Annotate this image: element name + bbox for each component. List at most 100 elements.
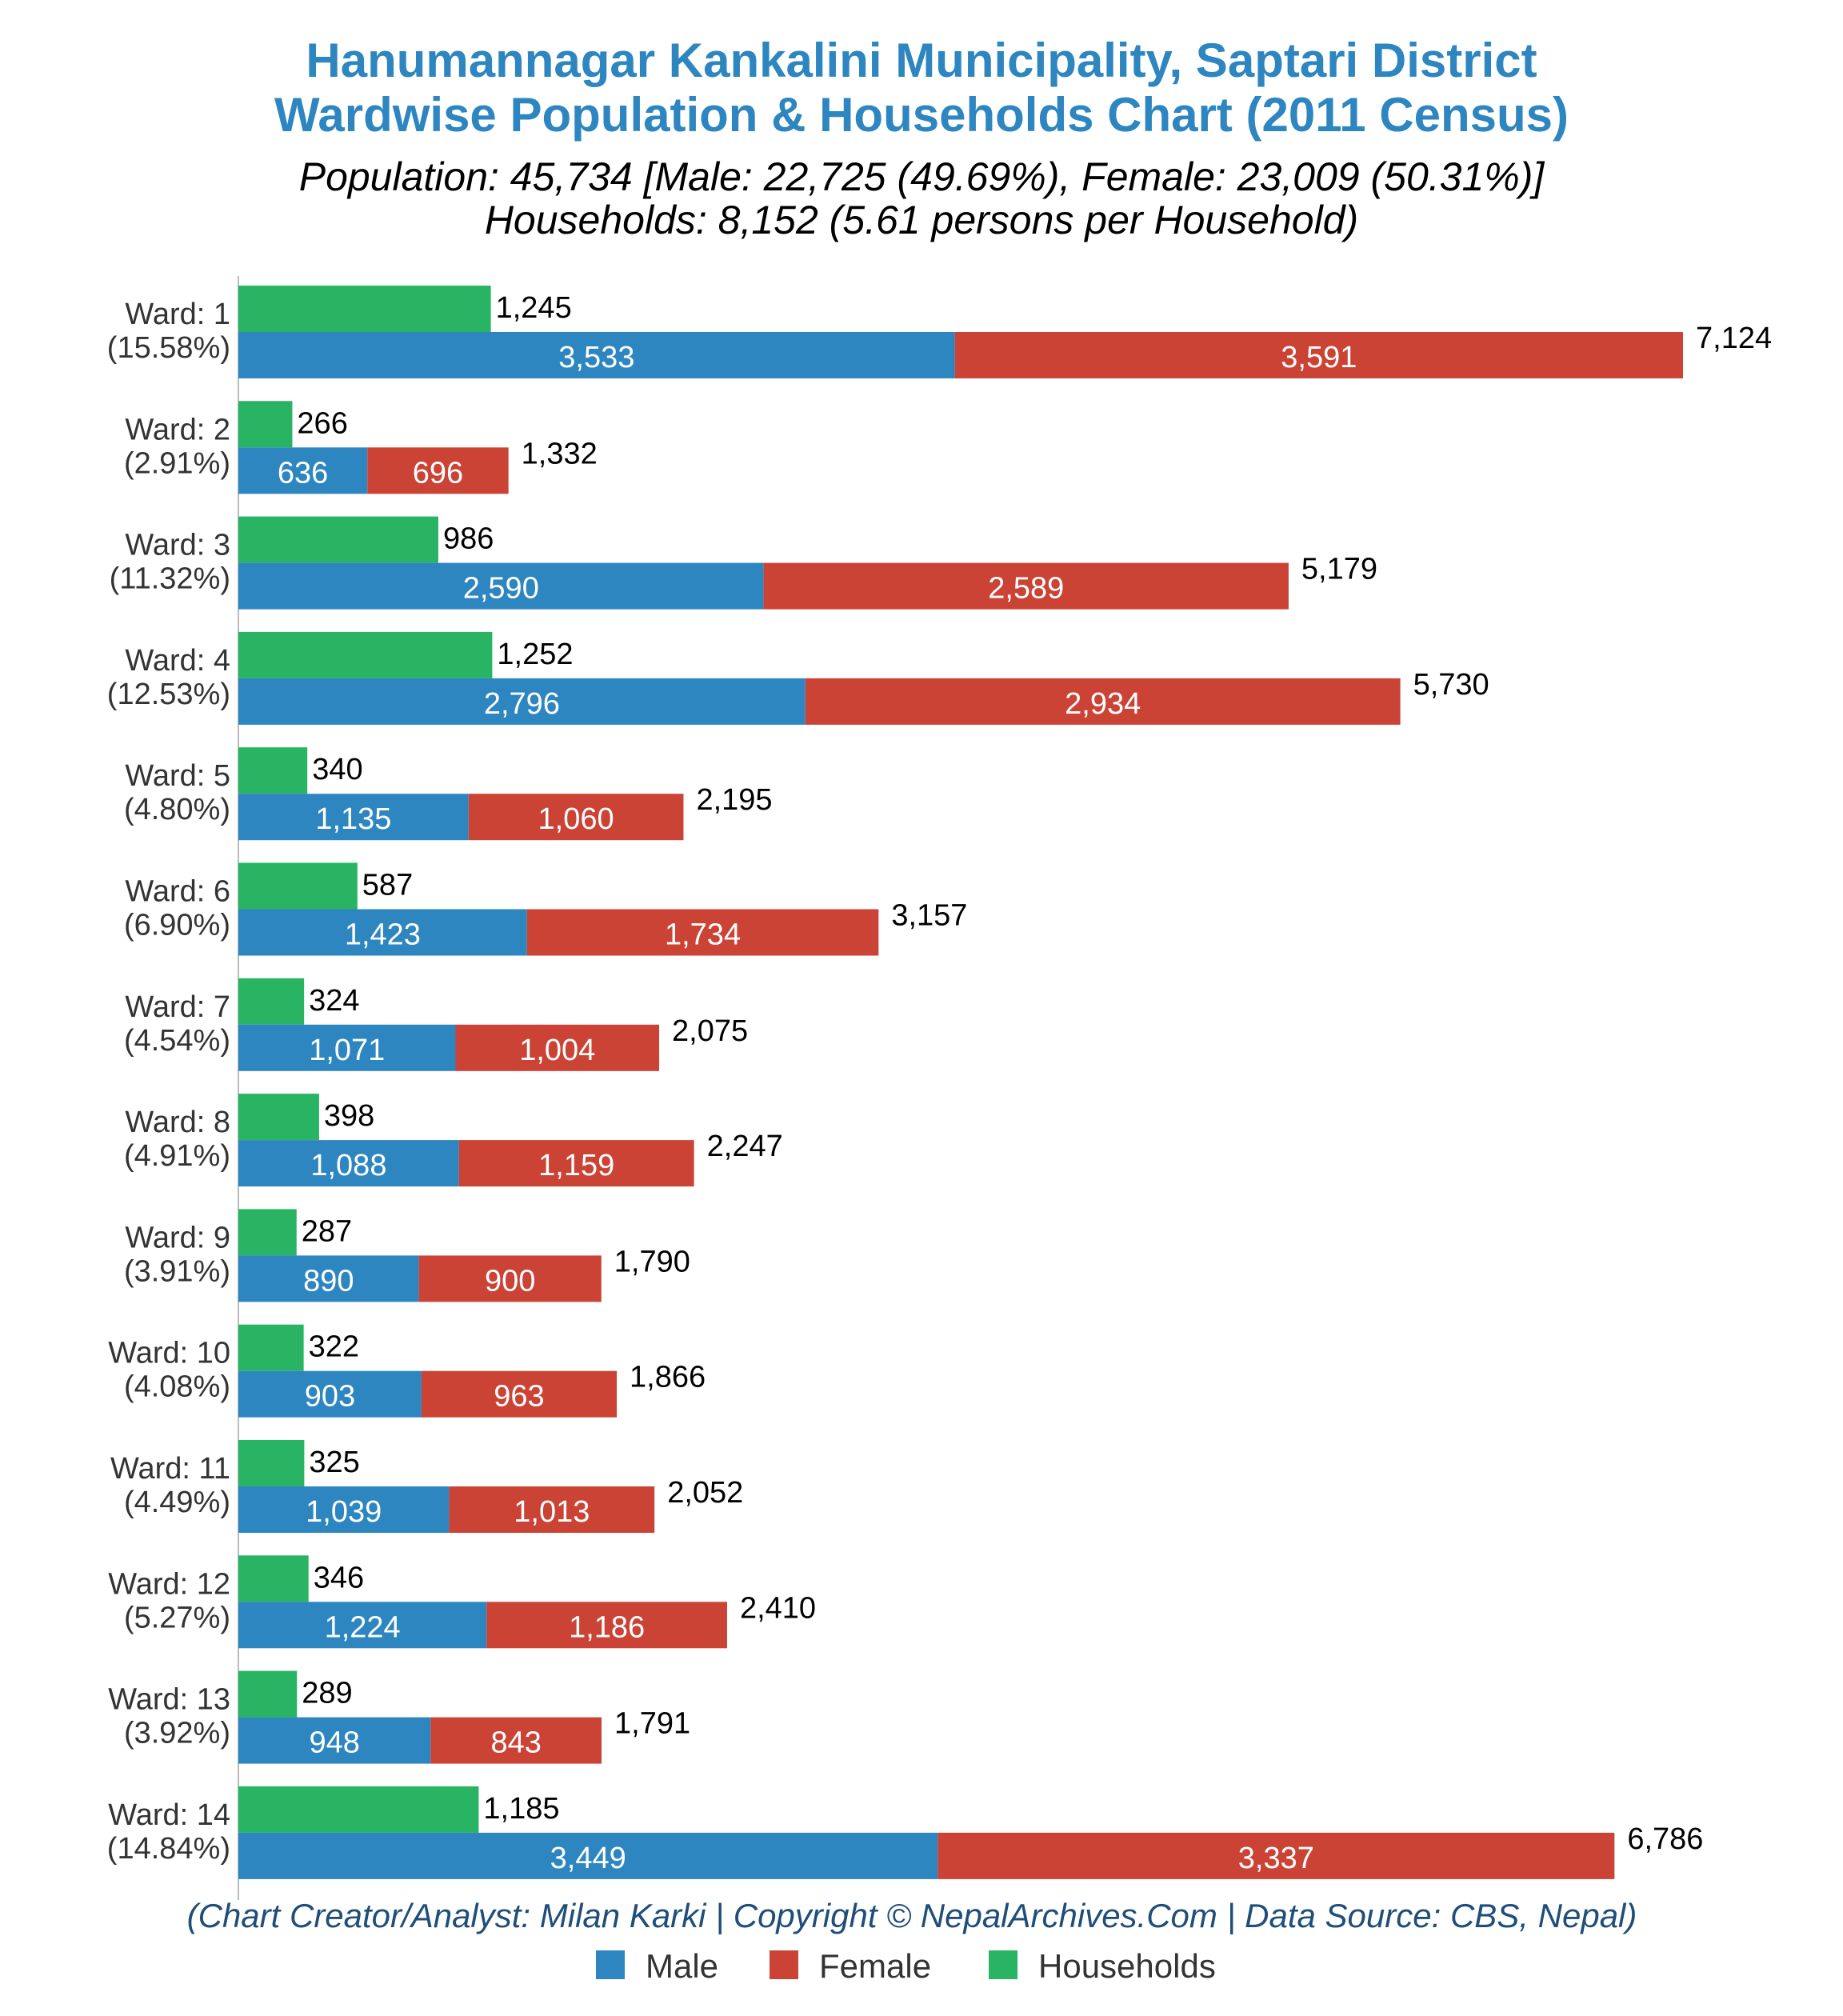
female-value-label: 1,013: [514, 1495, 590, 1529]
households-value-label: 289: [302, 1677, 352, 1710]
male-bar: [238, 447, 368, 494]
female-value-label: 900: [485, 1264, 535, 1298]
male-bar: [238, 332, 955, 378]
female-bar: [430, 1717, 602, 1764]
ward-label: Ward: 6: [125, 875, 230, 909]
ward-percent-label: (14.84%): [107, 1832, 230, 1866]
female-bar: [455, 1024, 660, 1071]
total-value-label: 2,247: [707, 1130, 783, 1163]
male-value-label: 1,071: [309, 1034, 385, 1067]
chart-caption: (Chart Creator/Analyst: Milan Karki | Co…: [187, 1897, 1637, 1935]
female-value-label: 2,589: [988, 572, 1064, 606]
male-value-label: 3,449: [550, 1842, 626, 1875]
female-value-label: 3,337: [1238, 1842, 1314, 1875]
ward-percent-label: (12.53%): [107, 678, 230, 711]
female-value-label: 843: [490, 1726, 541, 1760]
male-value-label: 903: [305, 1380, 355, 1414]
female-bar: [458, 1140, 694, 1187]
total-value-label: 6,786: [1627, 1822, 1703, 1856]
households-bar: [238, 1209, 297, 1256]
legend-label-female: Female: [819, 1947, 931, 1985]
female-value-label: 1,159: [538, 1149, 614, 1182]
ward-label: Ward: 13: [108, 1683, 230, 1717]
total-value-label: 5,179: [1301, 553, 1377, 586]
female-bar: [486, 1602, 727, 1649]
legend-label-households: Households: [1038, 1947, 1216, 1985]
households-bar: [238, 401, 293, 448]
households-value-label: 322: [309, 1330, 359, 1364]
male-bar: [238, 1024, 456, 1071]
households-bar: [238, 1440, 305, 1486]
male-bar: [238, 1602, 487, 1649]
male-bar: [238, 1370, 422, 1418]
households-value-label: 340: [312, 753, 362, 786]
households-value-label: 1,185: [483, 1792, 559, 1826]
total-value-label: 5,730: [1413, 668, 1489, 702]
ward-percent-label: (5.27%): [124, 1601, 230, 1634]
ward-percent-label: (4.54%): [124, 1024, 230, 1058]
total-value-label: 1,332: [522, 437, 598, 470]
female-bar: [937, 1832, 1615, 1879]
male-value-label: 2,796: [484, 687, 560, 721]
female-value-label: 963: [494, 1380, 544, 1414]
male-bar: [238, 794, 469, 841]
female-bar: [468, 794, 684, 841]
female-bar: [526, 909, 879, 956]
households-bar: [238, 1324, 304, 1371]
ward-label: Ward: 12: [108, 1567, 230, 1601]
ward-label: Ward: 3: [125, 529, 230, 562]
male-value-label: 2,590: [463, 572, 539, 606]
ward-label: Ward: 2: [125, 413, 230, 446]
bars-layer: 1,245 3,533 3,591 7,124 Ward: 1(15.58%) 266 63…: [107, 286, 1772, 1879]
male-value-label: 948: [309, 1726, 359, 1760]
male-value-label: 3,533: [558, 341, 634, 374]
female-bar: [805, 678, 1401, 725]
households-value-label: 266: [297, 406, 347, 440]
households-value-label: 287: [302, 1214, 352, 1248]
chart-title-line2: Wardwise Population & Households Chart (…: [274, 88, 1569, 142]
ward-percent-label: (2.91%): [124, 446, 230, 480]
female-bar: [367, 447, 509, 494]
female-value-label: 696: [413, 456, 463, 490]
male-bar: [238, 1832, 938, 1879]
ward-percent-label: (3.91%): [124, 1254, 230, 1288]
female-value-label: 3,591: [1281, 341, 1357, 374]
female-value-label: 1,734: [665, 918, 741, 952]
ward-label: Ward: 10: [108, 1337, 230, 1370]
ward-label: Ward: 9: [125, 1221, 230, 1254]
households-bar: [238, 1670, 298, 1718]
chart-legend: Male Female Households: [596, 1947, 1216, 1985]
legend-swatch-male: [596, 1950, 625, 1979]
households-bar: [238, 631, 493, 678]
households-value-label: 1,245: [496, 291, 572, 325]
total-value-label: 1,790: [614, 1245, 690, 1278]
households-value-label: 324: [309, 984, 359, 1018]
households-bar: [238, 747, 308, 794]
female-value-label: 2,934: [1065, 687, 1141, 721]
ward-percent-label: (4.80%): [124, 793, 230, 826]
male-value-label: 890: [303, 1264, 354, 1298]
households-value-label: 398: [324, 1099, 374, 1133]
ward-percent-label: (3.92%): [124, 1717, 230, 1750]
households-bar: [238, 1094, 319, 1141]
households-bar: [238, 862, 358, 910]
households-value-label: 346: [314, 1561, 364, 1594]
households-bar: [238, 1555, 309, 1602]
female-bar: [954, 332, 1683, 378]
households-bar: [238, 978, 305, 1025]
female-bar: [449, 1486, 655, 1533]
total-value-label: 3,157: [891, 899, 967, 933]
households-bar: [238, 1786, 479, 1833]
total-value-label: 1,791: [614, 1707, 690, 1741]
male-bar: [238, 1486, 450, 1533]
households-value-label: 325: [309, 1446, 359, 1479]
ward-label: Ward: 8: [125, 1106, 230, 1139]
ward-label: Ward: 4: [125, 644, 230, 678]
male-bar: [238, 1255, 419, 1302]
legend-swatch-households: [989, 1950, 1017, 1979]
male-bar: [238, 678, 806, 725]
ward-label: Ward: 14: [108, 1798, 230, 1832]
total-value-label: 7,124: [1696, 322, 1772, 355]
female-value-label: 1,060: [538, 802, 614, 836]
